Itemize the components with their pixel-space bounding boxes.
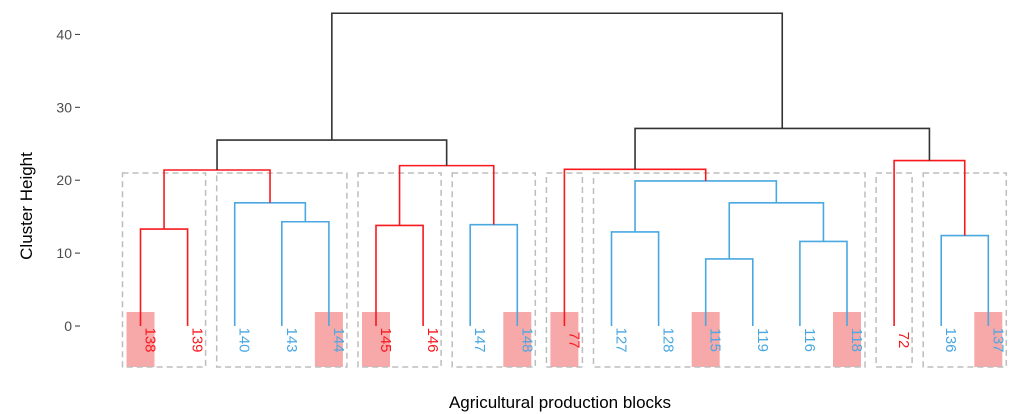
leaf-label-118: 118 <box>848 328 865 352</box>
leaf-label-127: 127 <box>613 327 630 352</box>
y-tick-label-0: 0 <box>64 318 72 334</box>
branch-m5 <box>375 224 424 326</box>
leaf-label-77: 77 <box>565 332 582 349</box>
cluster-box-5 <box>545 172 584 368</box>
y-axis: 0 10 20 30 40 <box>56 26 80 334</box>
leaf-label-119: 119 <box>754 328 771 352</box>
cluster-box-2 <box>215 172 348 368</box>
leaf-label-116: 116 <box>801 328 818 352</box>
y-axis-title: Cluster Height <box>17 152 36 260</box>
branch-m9 <box>610 231 660 326</box>
branch-m13 <box>634 180 778 232</box>
branch-m12 <box>728 201 825 259</box>
branch-m16 <box>893 159 966 326</box>
leaf-label-139: 139 <box>189 327 206 352</box>
leaf-label-72: 72 <box>895 332 912 349</box>
leaf-label-143: 143 <box>283 327 300 352</box>
cluster-box-6 <box>592 172 866 368</box>
leaf-label-147: 147 <box>471 327 488 352</box>
dendrogram-branches <box>139 12 990 326</box>
y-tick-label-40: 40 <box>56 26 72 42</box>
branch-m2 <box>280 220 330 326</box>
leaf-label-144: 144 <box>330 327 347 352</box>
y-tick-label-10: 10 <box>56 245 72 261</box>
branch-m6 <box>469 223 519 326</box>
x-axis-title: Agricultural production blocks <box>449 393 671 412</box>
y-tick-label-20: 20 <box>56 172 72 188</box>
cluster-box-7 <box>875 172 913 368</box>
leaf-label-146: 146 <box>424 327 441 352</box>
leaf-label-148: 148 <box>518 327 535 352</box>
branch-m1 <box>139 228 189 326</box>
y-tick-label-30: 30 <box>56 99 72 115</box>
branch-m18 <box>331 12 784 141</box>
leaf-label-128: 128 <box>660 327 677 352</box>
leaf-label-137: 137 <box>989 327 1006 352</box>
leaf-label-136: 136 <box>942 327 959 352</box>
leaf-labels: 138 139 140 143 144 145 146 147 148 77 127 128 115 11… <box>142 327 1007 352</box>
leaf-label-138: 138 <box>142 327 159 352</box>
branch-m17 <box>634 127 931 170</box>
leaf-label-145: 145 <box>377 327 394 352</box>
branch-m7 <box>398 164 495 226</box>
leaf-label-115: 115 <box>707 328 724 352</box>
leaf-label-140: 140 <box>236 327 253 352</box>
